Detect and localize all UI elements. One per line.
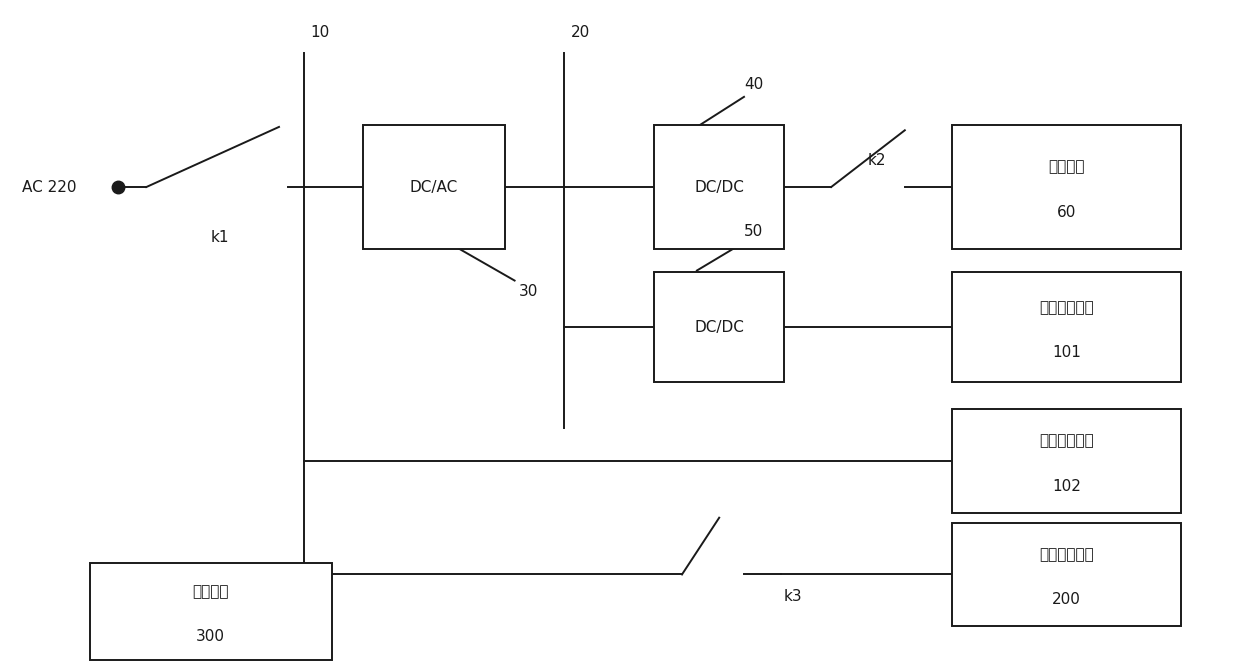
Text: 蓄电池组: 蓄电池组	[1048, 160, 1085, 174]
Text: k3: k3	[784, 589, 802, 604]
Text: AC 220: AC 220	[22, 180, 77, 194]
Text: 40: 40	[744, 77, 764, 92]
Text: 102: 102	[1052, 479, 1081, 494]
Text: 300: 300	[196, 629, 226, 644]
Text: DC/AC: DC/AC	[410, 180, 458, 194]
Bar	[362, 126, 506, 249]
Text: DC/DC: DC/DC	[694, 320, 744, 335]
Bar	[952, 273, 1180, 382]
Text: 200: 200	[1052, 593, 1081, 607]
Text: 101: 101	[1052, 345, 1081, 360]
Bar	[952, 409, 1180, 513]
Text: k1: k1	[211, 230, 229, 245]
Text: 30: 30	[518, 284, 538, 299]
Text: 用电负荷: 用电负荷	[192, 584, 229, 599]
Text: 风能发电装置: 风能发电装置	[1039, 434, 1094, 448]
Bar	[91, 562, 332, 660]
Bar	[655, 126, 784, 249]
Bar	[952, 522, 1180, 627]
Text: 50: 50	[744, 224, 764, 239]
Bar	[952, 126, 1180, 249]
Bar	[655, 273, 784, 382]
Text: 20: 20	[570, 25, 590, 40]
Text: k2: k2	[868, 153, 887, 168]
Text: 60: 60	[1056, 205, 1076, 220]
Text: 光伏发电装置: 光伏发电装置	[1039, 300, 1094, 315]
Text: 内燃发电装置: 内燃发电装置	[1039, 547, 1094, 562]
Text: 10: 10	[310, 25, 330, 40]
Text: DC/DC: DC/DC	[694, 180, 744, 194]
